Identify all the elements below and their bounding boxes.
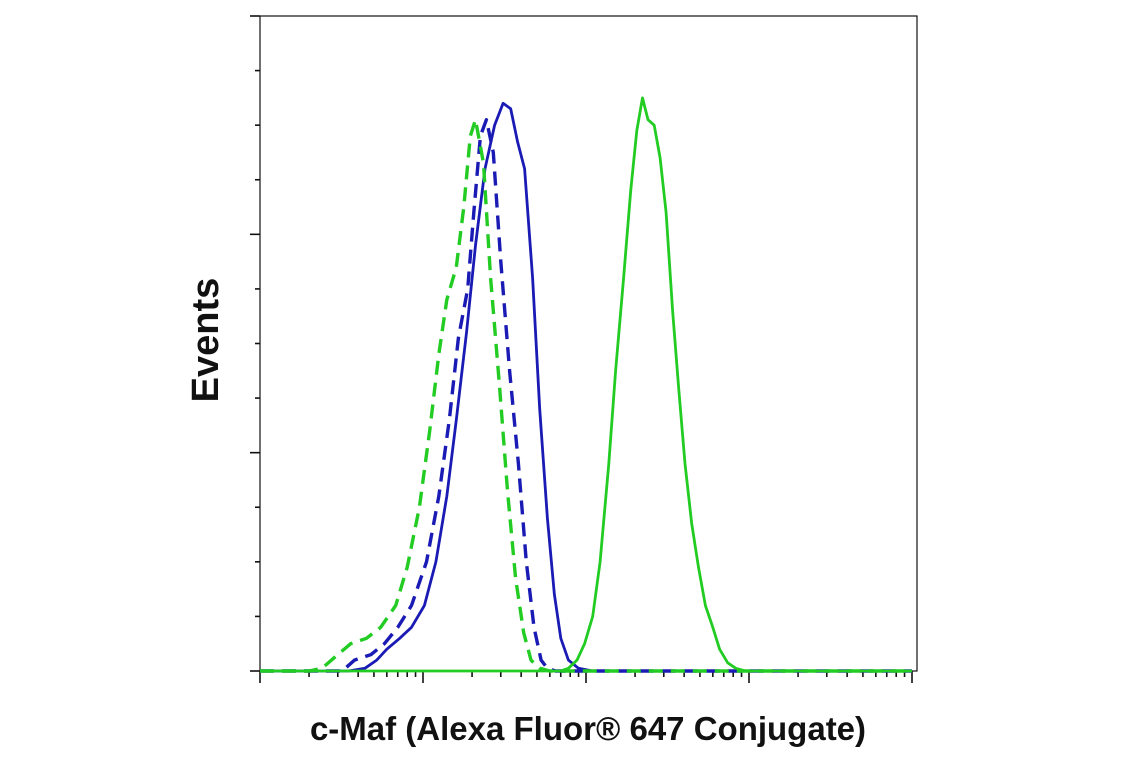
series-line-4-solid [260,96,912,673]
series-line-2-dashed [260,118,912,673]
plot-area [259,15,918,672]
x-axis-label: c-Maf (Alexa Fluor® 647 Conjugate) [310,710,866,747]
series-line-3-dashed [260,118,912,673]
series-layer [260,96,912,673]
y-axis-label: Events [185,278,227,403]
x-axis-ticks [259,671,913,683]
y-axis-ticks [250,15,260,672]
